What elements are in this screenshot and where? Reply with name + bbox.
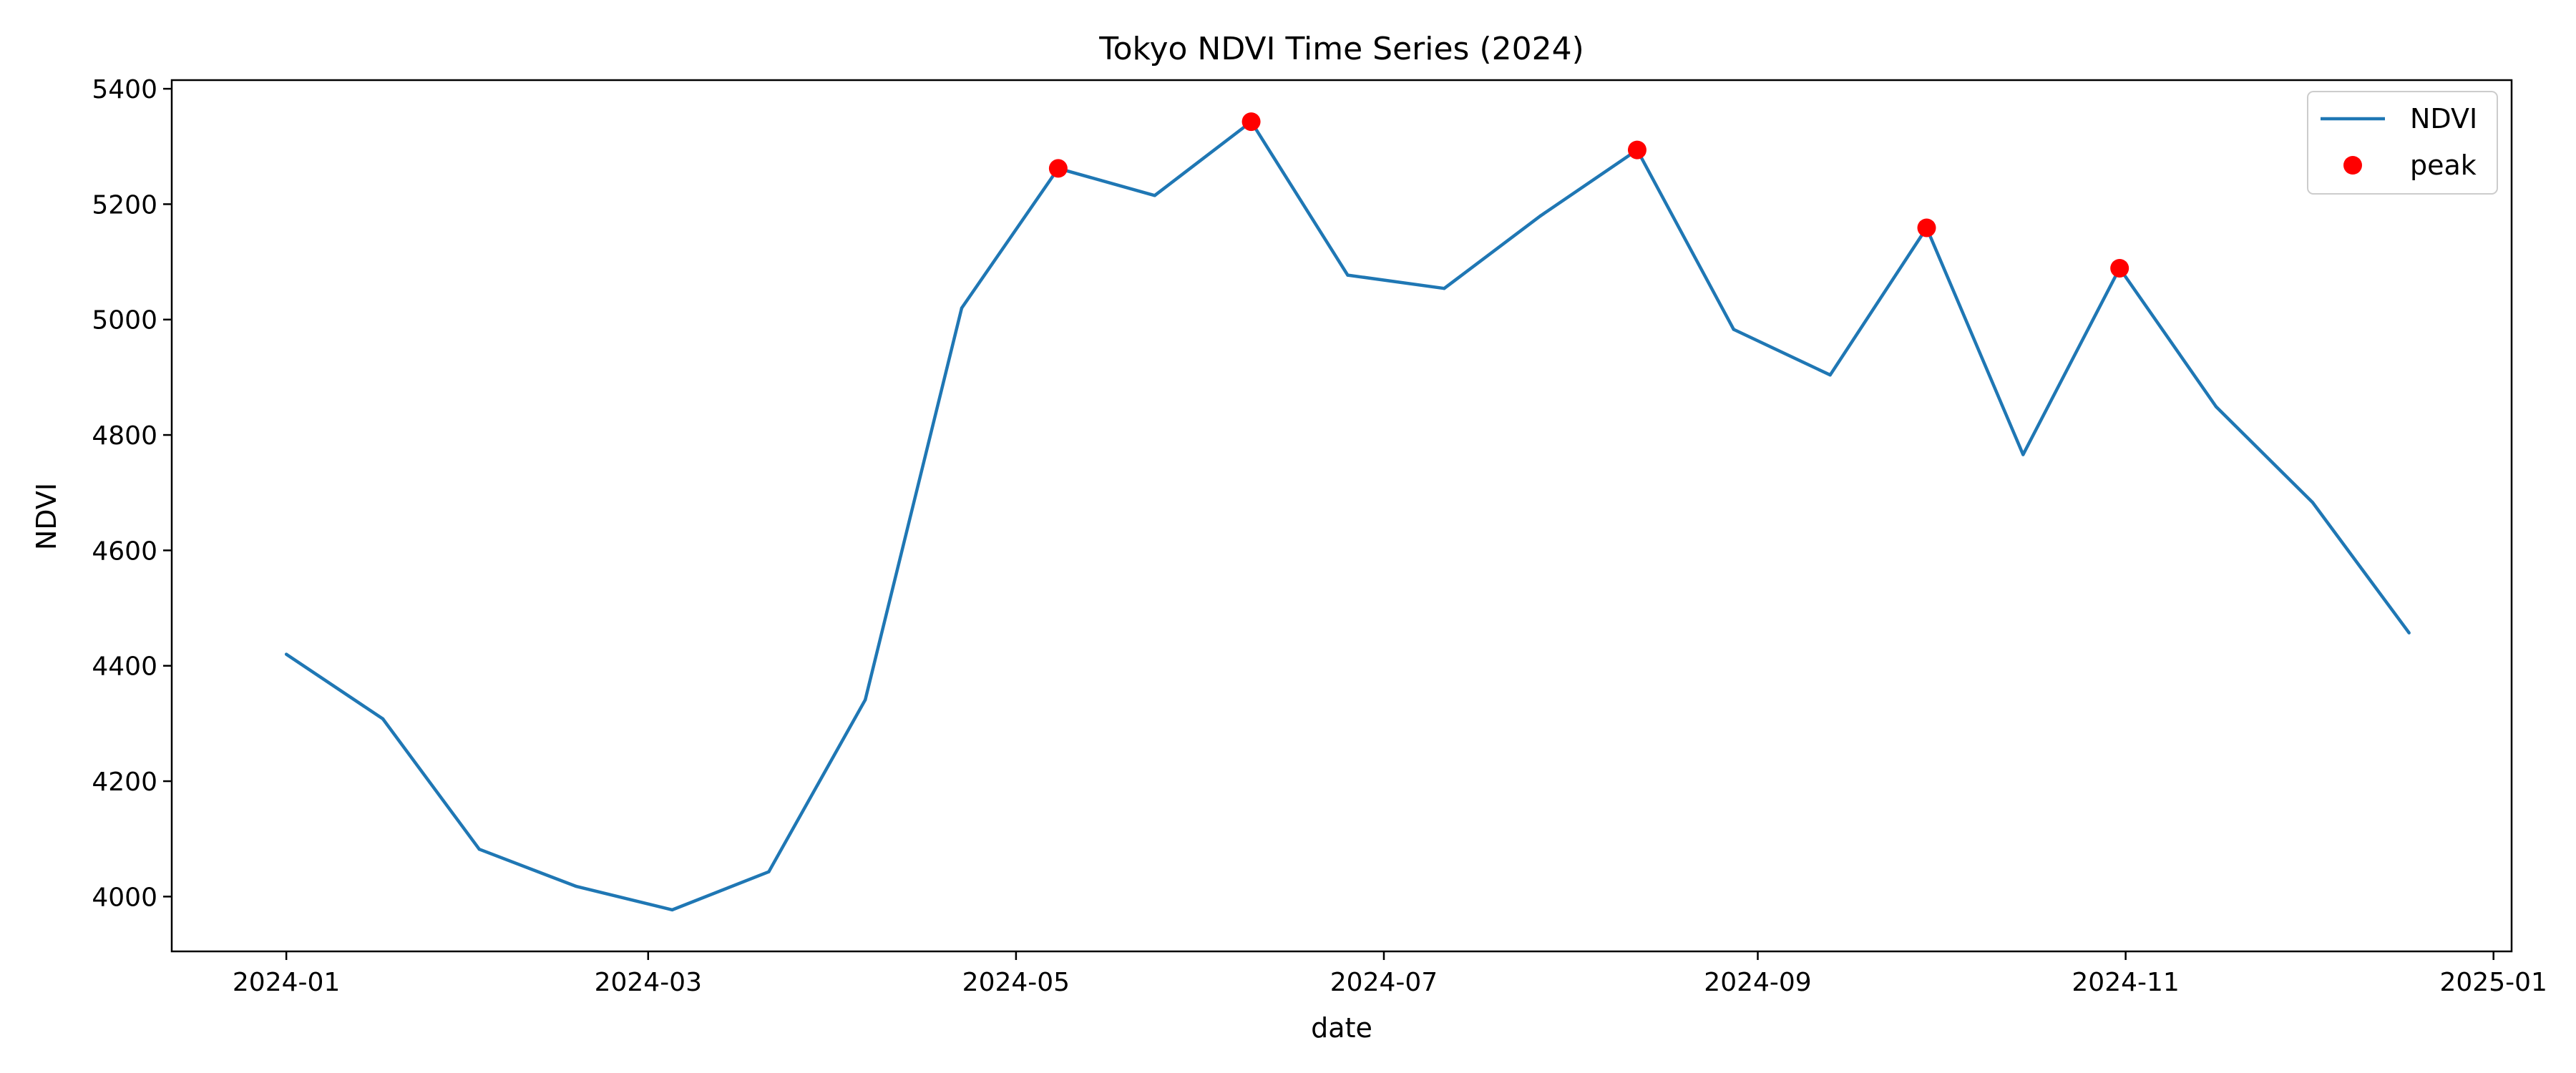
chart-title: Tokyo NDVI Time Series (2024): [1098, 31, 1584, 67]
y-tick-label: 4200: [92, 768, 157, 797]
ndvi-data-point: [1828, 373, 1832, 377]
ndvi-data-point: [477, 848, 482, 851]
x-tick-label: 2024-05: [962, 968, 1070, 997]
legend-ndvi-label: NDVI: [2410, 103, 2477, 134]
x-tick-label: 2024-09: [1704, 968, 1811, 997]
ndvi-data-point: [767, 870, 771, 873]
ndvi-data-point: [284, 652, 288, 656]
y-tick-label: 4600: [92, 536, 157, 566]
ndvi-data-point: [1538, 214, 1543, 217]
series-layer: [284, 112, 2411, 912]
ndvi-data-point: [960, 306, 964, 310]
legend-peak-swatch: [2343, 156, 2362, 175]
ndvi-series-line: [285, 119, 2411, 912]
peak-marker: [1048, 159, 1068, 178]
y-tick-label: 4800: [92, 421, 157, 451]
peak-marker: [1241, 112, 1261, 132]
ndvi-data-point: [864, 698, 867, 702]
ndvi-data-point: [1732, 328, 1736, 331]
ndvi-data-point: [381, 717, 385, 721]
y-axis-ticks: 4000 4200 4400 4600 4800 5000 5200 5400: [92, 75, 172, 912]
ndvi-data-point: [2021, 453, 2025, 456]
ndvi-data-point: [1153, 194, 1156, 197]
ndvi-data-point: [1443, 286, 1446, 290]
peak-marker: [1627, 140, 1646, 160]
ndvi-data-point: [574, 884, 577, 888]
ndvi-data-point: [670, 908, 674, 912]
ndvi-data-point: [2407, 631, 2411, 635]
y-axis-label: NDVI: [31, 483, 62, 550]
peak-marker: [2110, 258, 2129, 278]
x-tick-label: 2025-01: [2440, 968, 2547, 997]
y-tick-label: 5000: [92, 306, 157, 335]
legend: NDVI peak: [2307, 91, 2498, 195]
y-tick-label: 5400: [92, 75, 157, 104]
y-tick-label: 5200: [92, 190, 157, 220]
x-axis-ticks: 2024-01 2024-03 2024-05 2024-07 2024-09 2024-…: [233, 951, 2547, 997]
ndvi-data-point: [1346, 273, 1350, 277]
ndvi-data-point: [2311, 501, 2315, 504]
x-tick-label: 2024-07: [1330, 968, 1438, 997]
y-tick-label: 4400: [92, 652, 157, 682]
ndvi-data-point: [2214, 405, 2218, 408]
x-axis-label: date: [1311, 1012, 1372, 1044]
x-tick-label: 2024-01: [233, 968, 340, 997]
legend-peak-label: peak: [2410, 150, 2477, 181]
y-tick-label: 4000: [92, 883, 157, 912]
x-tick-label: 2024-11: [2072, 968, 2179, 997]
plot-area-frame: [170, 79, 2513, 953]
x-tick-label: 2024-03: [595, 968, 702, 997]
peak-marker: [1917, 218, 1936, 237]
